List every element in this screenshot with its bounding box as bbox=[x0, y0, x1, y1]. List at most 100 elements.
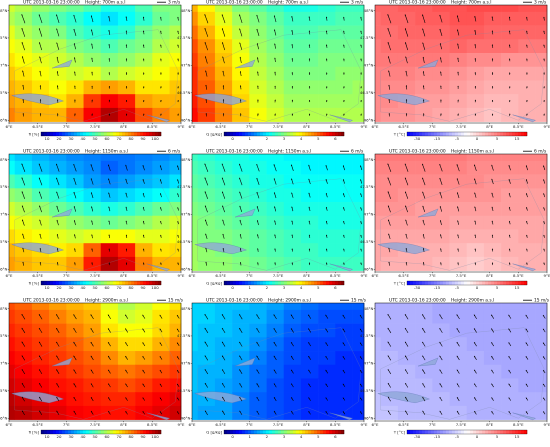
wind-arrow-head bbox=[204, 369, 207, 371]
wind-arrow-head bbox=[91, 29, 93, 31]
wind-arrow-head bbox=[291, 248, 293, 250]
y-tick-label: 46.5°N bbox=[360, 239, 374, 244]
wind-arrow-head bbox=[405, 219, 407, 222]
wind-arrow-head bbox=[326, 86, 328, 88]
heatmap-cell bbox=[375, 215, 382, 230]
lake-neuchatel bbox=[417, 208, 439, 218]
heatmap-cell bbox=[352, 215, 365, 230]
y-tick-label: 46°N bbox=[181, 416, 191, 421]
colorbar-tick-label: 70 bbox=[117, 136, 122, 141]
colorbar-segment bbox=[509, 132, 513, 136]
colorbar-segment bbox=[254, 281, 258, 285]
colorbar-segment bbox=[320, 430, 324, 434]
colorbar-segment bbox=[98, 430, 102, 434]
wind-arrow-head bbox=[91, 262, 93, 264]
wind-arrow-head bbox=[56, 71, 59, 73]
heatmap-cell bbox=[9, 303, 16, 311]
map-plot: UTC 2013-03-16 23:00:00 Height: 2900m a.s… bbox=[0, 298, 185, 440]
wind-arrow-head bbox=[422, 42, 424, 44]
colorbar-segment bbox=[407, 430, 411, 434]
wind-arrow-head bbox=[308, 397, 310, 399]
colorbar-segment bbox=[446, 430, 450, 434]
wind-arrow-head bbox=[422, 205, 424, 208]
wind-arrow-head bbox=[291, 44, 293, 46]
heatmap-cell bbox=[9, 160, 16, 175]
map-outline bbox=[377, 29, 545, 123]
wind-arrow-head bbox=[22, 84, 24, 87]
wind-arrow-head bbox=[308, 411, 310, 413]
wind-arrow-head bbox=[222, 369, 224, 371]
colorbar-segment bbox=[65, 430, 69, 434]
heatmap-cell bbox=[31, 303, 50, 311]
colorbar-frame bbox=[406, 131, 528, 137]
heatmap-cell bbox=[352, 25, 365, 40]
x-tick-label: 7.5°E bbox=[273, 124, 284, 129]
colorbar-segment bbox=[431, 281, 435, 285]
wind-arrow-head bbox=[325, 30, 328, 32]
wind-arrow-head bbox=[239, 328, 241, 330]
colorbar-tick-label: 100 bbox=[151, 285, 159, 290]
y-tick-label: 47°N bbox=[181, 63, 191, 68]
colorbar-segment bbox=[146, 132, 150, 136]
wind-arrow-head bbox=[456, 192, 459, 194]
wind-arrow-head bbox=[439, 14, 441, 17]
map-outline bbox=[377, 178, 545, 272]
colorbar-segment bbox=[518, 132, 522, 136]
heatmap-cell bbox=[352, 174, 365, 189]
heatmap-cell bbox=[449, 154, 468, 162]
colorbar-segment bbox=[503, 281, 507, 285]
wind-arrow-head bbox=[508, 411, 510, 413]
wind-arrow-head bbox=[221, 28, 224, 30]
colorbar-segment bbox=[311, 430, 315, 434]
heatmap-cell bbox=[9, 188, 16, 203]
wind-arrow-head bbox=[308, 342, 310, 344]
wind-arrow-head bbox=[273, 314, 275, 316]
lake-neuchatel bbox=[51, 208, 73, 218]
colorbar-segment bbox=[473, 281, 477, 285]
wind-arrow-head bbox=[39, 113, 42, 115]
wind-arrow-head bbox=[543, 165, 545, 167]
wind-arrow-head bbox=[342, 397, 345, 399]
wind-arrow-head bbox=[39, 410, 41, 413]
colorbar-segment bbox=[74, 430, 78, 434]
wind-arrow-head bbox=[74, 248, 76, 250]
colorbar-tick-label: 15 bbox=[515, 285, 520, 290]
wind-arrow-head bbox=[422, 355, 424, 358]
wind-arrow-head bbox=[457, 71, 459, 74]
colorbar-segment bbox=[269, 132, 273, 136]
wind-arrow-head bbox=[325, 397, 327, 399]
heatmap-cell bbox=[380, 303, 399, 311]
wind-arrow-head bbox=[74, 99, 76, 101]
heatmap-cell bbox=[352, 202, 365, 217]
colorbar-segment bbox=[284, 281, 288, 285]
wind-arrow-head bbox=[291, 192, 293, 194]
colorbar-segment bbox=[341, 281, 345, 285]
colorbar-segment bbox=[80, 430, 84, 434]
colorbar-segment bbox=[494, 430, 498, 434]
wind-arrow-head bbox=[525, 370, 528, 372]
wind-arrow-head bbox=[256, 164, 258, 166]
colorbar-segment bbox=[59, 132, 63, 136]
wind-arrow-head bbox=[143, 248, 145, 251]
country-border bbox=[14, 29, 179, 122]
colorbar-segment bbox=[284, 430, 288, 434]
wind-arrow-head bbox=[308, 30, 311, 32]
heatmap-cell bbox=[466, 303, 485, 311]
colorbar-segment bbox=[254, 132, 258, 136]
x-tick-label: 6°E bbox=[6, 124, 13, 129]
heatmap-cell bbox=[375, 94, 382, 109]
heatmap-cell bbox=[352, 66, 365, 81]
panel-title-height: Height: 700m a.s.l bbox=[268, 0, 308, 6]
colorbar-segment bbox=[296, 132, 300, 136]
wind-arrow-head bbox=[125, 178, 127, 181]
wind-arrow-head bbox=[39, 383, 41, 385]
wind-arrow-head bbox=[22, 113, 24, 115]
colorbar-segment bbox=[242, 132, 246, 136]
heatmap-cell bbox=[249, 154, 267, 162]
wind-arrow-head bbox=[343, 30, 345, 33]
colorbar-tick-label: 0 bbox=[476, 136, 479, 141]
y-tick-label: 47°N bbox=[181, 361, 191, 366]
wind-arrow-head bbox=[22, 261, 24, 264]
heatmap-cell bbox=[318, 5, 336, 13]
